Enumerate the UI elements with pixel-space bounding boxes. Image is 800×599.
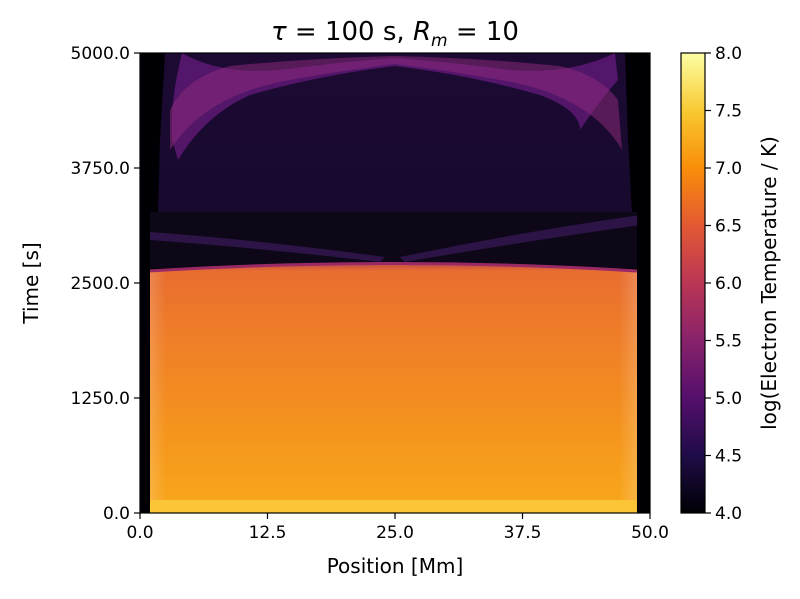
x-tick-label: 37.5: [504, 523, 542, 543]
x-tick-label: 12.5: [249, 523, 287, 543]
colorbar-tick-label: 5.0: [715, 389, 742, 409]
x-tick-label: 0.0: [126, 523, 153, 543]
y-tick-label: 1250.0: [71, 389, 130, 409]
heatmap-image: [140, 53, 650, 513]
x-tick-label: 25.0: [376, 523, 414, 543]
y-tick-label: 3750.0: [71, 159, 130, 179]
y-axis-label: Time [s]: [19, 242, 43, 324]
colorbar-tick-label: 4.5: [715, 447, 742, 467]
y-tick-label: 2500.0: [71, 274, 130, 294]
colorbar-tick-label: 6.5: [715, 217, 742, 237]
cool-region-mid: [145, 212, 643, 268]
colorbar-tick-label: 8.0: [715, 44, 742, 64]
hot-region: [148, 263, 637, 513]
purple-arch-glow: [170, 56, 622, 150]
colorbar-tick-label: 7.0: [715, 159, 742, 179]
x-axis: 0.0 12.5 25.0 37.5 50.0: [126, 513, 669, 543]
colorbar: [680, 52, 706, 514]
transition-streak-right: [400, 215, 640, 262]
y-axis: 0.0 1250.0 2500.0 3750.0 5000.0: [71, 44, 140, 524]
initial-hot-band: [148, 500, 637, 513]
chart-title: τ = 100 s, Rm = 10: [271, 17, 519, 51]
transition-streak-left: [150, 232, 385, 262]
cooling-front: [147, 262, 638, 273]
x-tick-label: 50.0: [631, 523, 669, 543]
colorbar-tick-label: 6.0: [715, 274, 742, 294]
y-tick-label: 5000.0: [71, 44, 130, 64]
colorbar-axis: 4.0 4.5 5.0 5.5 6.0 6.5 7.0 7.5 8.0: [705, 44, 742, 524]
x-axis-label: Position [Mm]: [327, 554, 464, 578]
edge-band-right: [637, 53, 650, 513]
colorbar-tick-label: 7.5: [715, 102, 742, 122]
colorbar-tick-label: 5.5: [715, 332, 742, 352]
edge-band-left: [140, 53, 150, 513]
y-tick-label: 0.0: [103, 504, 130, 524]
colorbar-tick-label: 4.0: [715, 504, 742, 524]
colorbar-label: log(Electron Temperature / K): [757, 136, 781, 430]
